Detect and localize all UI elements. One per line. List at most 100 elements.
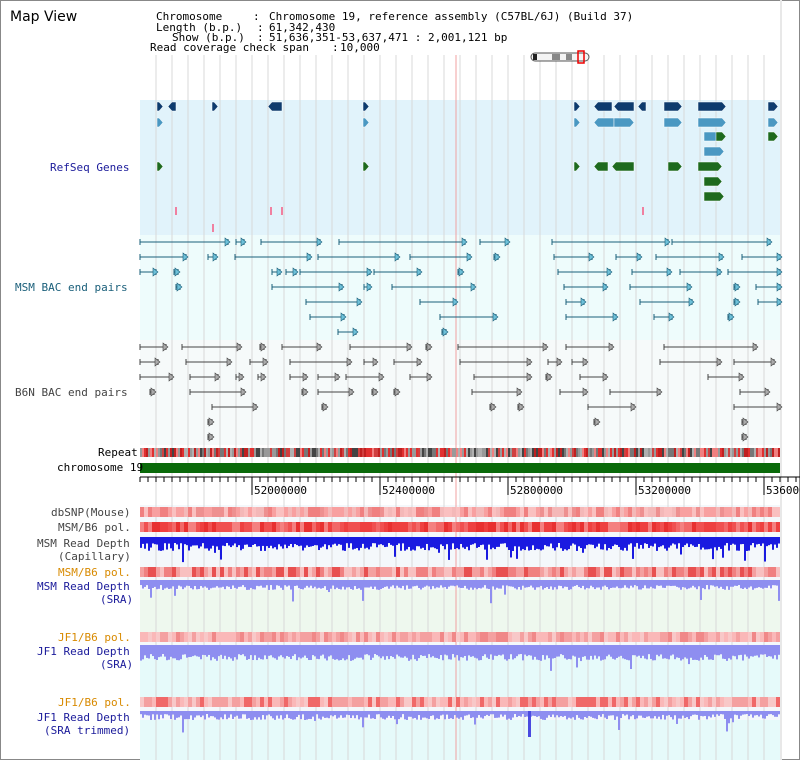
repeat-segment — [204, 448, 206, 457]
msm-b6-pol-2-strip-cell — [652, 567, 656, 577]
jf1-depth-sra-bar — [680, 645, 682, 661]
msm-depth-capillary-bar — [420, 537, 422, 549]
repeat-segment — [416, 448, 418, 457]
jf1-b6-pol-2-strip-cell — [528, 697, 532, 707]
jf1-depth-sra-bar — [184, 645, 186, 655]
msm-depth-sra-bar — [646, 580, 648, 589]
msm-depth-capillary-bar — [734, 537, 736, 545]
jf1-b6-pol-2-strip-cell — [736, 697, 740, 707]
jf1-depth-trim-bar — [286, 711, 288, 715]
msm-depth-sra-bar — [590, 580, 592, 586]
msm-depth-sra-bar — [500, 580, 502, 589]
msm-b6-pol-strip-cell — [760, 522, 764, 532]
msm-depth-capillary-bar — [176, 537, 178, 545]
repeat-segment — [210, 448, 212, 457]
msm-b6-pol-2-strip-cell — [580, 567, 584, 577]
msm-depth-capillary-bar — [578, 537, 580, 547]
msm-bac-pair-arrow — [356, 297, 363, 307]
repeat-segment — [428, 448, 430, 457]
repeat-segment — [596, 448, 598, 457]
track-label-refseq[interactable]: RefSeq Genes — [50, 161, 130, 174]
jf1-depth-trim-bar — [402, 711, 404, 715]
jf1-depth-sra-bar — [634, 645, 636, 656]
msm-depth-sra-bar — [594, 580, 596, 590]
jf1-depth-sra-bar — [176, 645, 178, 661]
jf1-b6-pol-2-strip-cell — [468, 697, 472, 707]
msm-depth-capillary-bar — [678, 537, 680, 544]
jf1-b6-pol-2-strip-cell — [332, 697, 336, 707]
msm-depth-capillary-bar — [216, 537, 218, 547]
track-label-b6n-bac[interactable]: B6N BAC end pairs — [15, 386, 128, 399]
msm-depth-sra-bar — [254, 580, 256, 590]
dbsnp-strip-cell — [260, 507, 264, 517]
msm-depth-capillary-bar — [194, 537, 196, 546]
jf1-b6-pol-2-strip-cell — [236, 697, 240, 707]
repeat-segment — [374, 448, 376, 457]
repeat-segment — [216, 448, 218, 457]
msm-depth-sra-bar — [722, 580, 724, 589]
msm-b6-pol-strip-cell — [524, 522, 528, 532]
msm-b6-pol-2-strip-cell — [368, 567, 372, 577]
jf1-depth-sra-bar — [504, 645, 506, 660]
msm-depth-capillary-bar — [530, 537, 532, 550]
msm-depth-capillary-bar — [368, 537, 370, 550]
msm-depth-capillary-bar — [542, 537, 544, 550]
msm-depth-sra-bar — [168, 580, 170, 589]
dbsnp-strip-cell — [276, 507, 280, 517]
msm-depth-sra-bar — [738, 580, 740, 586]
jf1-depth-sra-bar — [236, 645, 238, 660]
msm-depth-sra-bar — [644, 580, 646, 586]
jf1-depth-trim-bar — [420, 711, 422, 720]
msm-b6-pol-2-strip-cell — [496, 567, 500, 577]
jf1-depth-sra-bar — [640, 645, 642, 659]
repeat-segment — [264, 448, 266, 457]
repeat-segment — [322, 448, 324, 457]
jf1-depth-sra-bar — [460, 645, 462, 658]
msm-depth-sra-bar — [616, 580, 618, 587]
dbsnp-strip-cell — [432, 507, 436, 517]
msm-b6-pol-strip-cell — [180, 522, 184, 532]
repeat-segment — [152, 448, 154, 457]
refseq-gene-green — [703, 191, 725, 202]
jf1-b6-pol-strip-cell — [208, 632, 212, 642]
msm-depth-sra-bar — [428, 580, 430, 587]
jf1-depth-sra-bar — [758, 645, 760, 658]
jf1-b6-pol-2-strip-cell — [340, 697, 344, 707]
msm-depth-sra-bar — [246, 580, 248, 590]
repeat-segment — [212, 448, 214, 457]
jf1-b6-pol-2-strip-cell — [740, 697, 744, 707]
msm-depth-sra-bar — [662, 580, 664, 588]
msm-b6-pol-2-strip-cell — [504, 567, 508, 577]
repeat-segment — [738, 448, 740, 457]
jf1-depth-trim-bar — [760, 711, 762, 715]
jf1-depth-sra-bar — [276, 645, 278, 660]
jf1-b6-pol-2-strip-cell — [464, 697, 468, 707]
jf1-b6-pol-2-strip-cell — [484, 697, 488, 707]
msm-b6-pol-strip-cell — [320, 522, 324, 532]
repeat-segment — [598, 448, 600, 457]
jf1-depth-trim-bar — [710, 711, 712, 718]
jf1-b6-pol-2-strip-cell — [308, 697, 312, 707]
msm-depth-capillary-bar — [384, 537, 386, 548]
b6n-bac-pair-arrow — [526, 357, 533, 367]
msm-depth-sra-bar — [574, 580, 576, 586]
b6n-bac-pair-arrow — [582, 387, 589, 397]
msm-depth-sra-bar — [572, 580, 574, 587]
track-label-msm-bac[interactable]: MSM BAC end pairs — [15, 281, 128, 294]
msm-depth-capillary-bar — [600, 537, 602, 550]
jf1-depth-sra-bar — [418, 645, 420, 659]
msm-depth-capillary-bar — [576, 537, 578, 551]
jf1-b6-pol-strip-cell — [192, 632, 196, 642]
repeat-segment — [244, 448, 246, 457]
msm-depth-sra-bar — [734, 580, 736, 586]
dbsnp-strip-cell — [628, 507, 632, 517]
jf1-b6-pol-strip-cell — [184, 632, 188, 642]
jf1-depth-trim-bar — [590, 711, 592, 717]
repeat-segment — [744, 448, 746, 457]
msm-b6-pol-strip-cell — [660, 522, 664, 532]
jf1-b6-pol-strip-cell — [312, 632, 316, 642]
msm-depth-sra-bar — [266, 580, 268, 586]
msm-b6-pol-strip-cell — [480, 522, 484, 532]
jf1-depth-sra-bar — [356, 645, 358, 658]
